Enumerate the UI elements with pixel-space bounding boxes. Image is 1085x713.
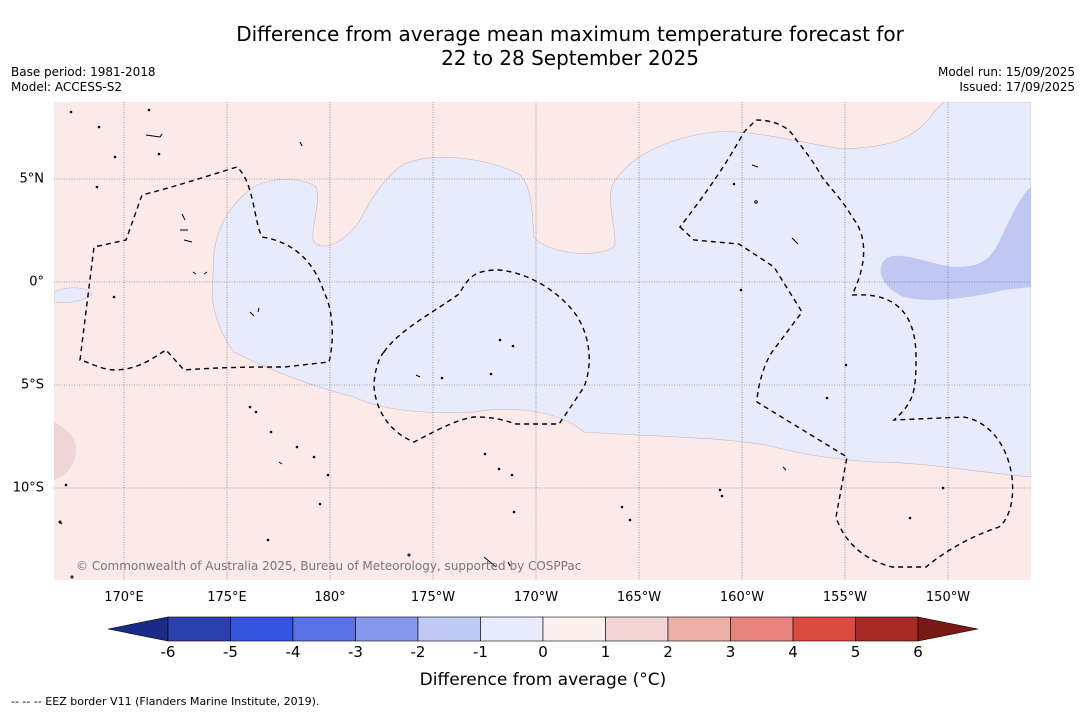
lon-label-165w: 165°W	[616, 590, 662, 605]
lat-label-10s: 10°S	[12, 480, 44, 496]
colorbar-tick-label: 0	[538, 643, 548, 661]
colorbar-segment	[667, 616, 731, 642]
colorbar-tick-label: 6	[913, 643, 923, 661]
colorbar-segment	[355, 616, 419, 642]
colorbar-segment	[167, 616, 231, 642]
colorbar-tick-label: -4	[285, 643, 301, 661]
lon-label-170e: 170°E	[104, 590, 144, 605]
moderate-negative-anomaly-region	[880, 187, 1031, 300]
meta-right: Model run: 15/09/2025 Issued: 17/09/2025	[938, 65, 1075, 95]
colorbar-tick-label: -3	[348, 643, 363, 661]
copyright-notice: © Commonwealth of Australia 2025, Bureau…	[76, 559, 581, 573]
colorbar	[107, 616, 979, 642]
colorbar-tick-label: -5	[223, 643, 238, 661]
colorbar-segment	[542, 616, 606, 642]
chart-title: Difference from average mean maximum tem…	[0, 22, 1085, 70]
colorbar-tick-label: -6	[160, 643, 176, 661]
colorbar-extend-low	[107, 616, 169, 642]
base-period: Base period: 1981-2018	[11, 65, 156, 79]
colorbar-tick-label: 3	[725, 643, 736, 661]
colorbar-tick-label: -2	[410, 643, 426, 661]
colorbar-segment	[605, 616, 669, 642]
colorbar-tick-label: 1	[600, 643, 611, 661]
graticule	[54, 102, 1031, 580]
forecast-map: © Commonwealth of Australia 2025, Bureau…	[54, 102, 1031, 580]
colorbar-tick-label: 4	[788, 643, 798, 661]
colorbar-segment	[730, 616, 794, 642]
model-name: Model: ACCESS-S2	[11, 80, 123, 94]
colorbar-segment	[292, 616, 356, 642]
lat-label-5s: 5°S	[20, 377, 44, 393]
lon-label-160w: 160°W	[719, 590, 765, 605]
colorbar-tick-label: -1	[473, 643, 488, 661]
title-line-2: 22 to 28 September 2025	[441, 46, 699, 70]
lat-label-0: 0°	[29, 274, 44, 290]
issued-date: Issued: 17/09/2025	[959, 80, 1075, 94]
moderate-positive-anomaly-region	[54, 422, 77, 480]
colorbar-tick-label: 5	[850, 643, 861, 661]
lon-label-170w: 170°W	[513, 590, 559, 605]
colorbar-segment	[230, 616, 294, 642]
meta-left: Base period: 1981-2018 Model: ACCESS-S2	[11, 65, 156, 95]
lon-label-175e: 175°E	[207, 590, 247, 605]
coastlines	[58, 108, 945, 579]
eez-borders	[79, 119, 1014, 568]
colorbar-extend-high	[917, 616, 979, 642]
title-line-1: Difference from average mean maximum tem…	[236, 22, 904, 46]
lon-label-150w: 150°W	[925, 590, 971, 605]
colorbar-graphic	[107, 616, 979, 642]
lon-label-155w: 155°W	[822, 590, 868, 605]
colorbar-tick-label: 2	[663, 643, 673, 661]
colorbar-segment	[855, 616, 919, 642]
lat-label-5n: 5°N	[19, 171, 45, 187]
colorbar-segment	[792, 616, 856, 642]
colorbar-label: Difference from average (°C)	[419, 670, 667, 690]
lon-label-175w: 175°W	[410, 590, 456, 605]
colorbar-segment	[417, 616, 481, 642]
model-run-date: Model run: 15/09/2025	[937, 65, 1075, 79]
negative-anomaly-region	[54, 287, 93, 304]
lon-label-180: 180°	[314, 590, 346, 605]
colorbar-segment	[480, 616, 544, 642]
negative-anomaly-region	[211, 102, 1031, 478]
eez-legend-note: -- -- -- EEZ border V11 (Flanders Marine…	[11, 695, 320, 708]
